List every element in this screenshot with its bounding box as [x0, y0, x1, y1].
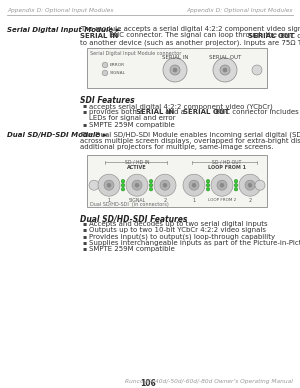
Text: Outputs up to two 10-bit YCbCr 4:2:2 video signals: Outputs up to two 10-bit YCbCr 4:2:2 vid… [89, 227, 266, 234]
Circle shape [163, 183, 167, 187]
Text: LOOP FROM 2: LOOP FROM 2 [208, 198, 236, 202]
Circle shape [163, 58, 187, 82]
Text: LEDs for signal and error: LEDs for signal and error [89, 115, 176, 121]
FancyBboxPatch shape [87, 155, 267, 207]
Text: accepts serial digital 4:2:2 component video (YCbCr): accepts serial digital 4:2:2 component v… [89, 103, 273, 109]
Text: Provides input(s) to output(s) loop-through capability: Provides input(s) to output(s) loop-thro… [89, 234, 275, 240]
Text: ▪: ▪ [82, 227, 86, 232]
Text: ERROR: ERROR [110, 63, 125, 67]
Text: 2: 2 [248, 198, 252, 203]
Text: SMPTE 259M compatible: SMPTE 259M compatible [89, 121, 175, 128]
Circle shape [217, 180, 227, 190]
Circle shape [126, 174, 148, 196]
Text: SERIAL OUT: SERIAL OUT [248, 33, 295, 38]
Circle shape [173, 68, 177, 72]
Circle shape [220, 183, 224, 187]
Circle shape [170, 65, 180, 75]
Circle shape [160, 180, 170, 190]
Circle shape [255, 180, 265, 190]
Circle shape [132, 180, 142, 190]
Text: ▪: ▪ [82, 109, 86, 114]
Text: BNC connector: BNC connector [278, 33, 300, 38]
Text: additional projectors for multiple, same-image screens.: additional projectors for multiple, same… [80, 144, 274, 150]
Text: SMPTE 259M compatible: SMPTE 259M compatible [89, 246, 175, 252]
Circle shape [206, 179, 210, 183]
Text: provides both a: provides both a [89, 109, 146, 115]
Text: ▪: ▪ [82, 221, 86, 226]
Circle shape [121, 179, 125, 183]
Text: Runco VX-40d/-50d/-60d/-80d Owner’s Operating Manual: Runco VX-40d/-50d/-60d/-80d Owner’s Oper… [125, 379, 293, 384]
Circle shape [189, 180, 199, 190]
Text: ▪: ▪ [82, 240, 86, 245]
Text: SERIAL OUT: SERIAL OUT [183, 109, 230, 115]
Circle shape [245, 180, 255, 190]
Text: Accepts and decodes up to two serial digital inputs: Accepts and decodes up to two serial dig… [89, 221, 268, 227]
Circle shape [149, 187, 153, 191]
Circle shape [234, 187, 238, 191]
Circle shape [102, 62, 108, 68]
Circle shape [213, 58, 237, 82]
Circle shape [104, 180, 114, 190]
Circle shape [135, 183, 139, 187]
Text: SERIAL IN: SERIAL IN [136, 109, 175, 115]
Circle shape [220, 65, 230, 75]
Circle shape [121, 187, 125, 191]
Text: SIGNAL: SIGNAL [110, 71, 126, 75]
Text: LOOP FROM 1: LOOP FROM 1 [208, 165, 246, 170]
Circle shape [192, 183, 196, 187]
Circle shape [211, 174, 233, 196]
Text: The module accepts a serial digital 4:2:2 component video signal (YCbCr) via a s: The module accepts a serial digital 4:2:… [80, 26, 300, 33]
Circle shape [149, 179, 153, 183]
Circle shape [154, 174, 176, 196]
Circle shape [107, 183, 111, 187]
Text: BNC connector. The signal can loop through the: BNC connector. The signal can loop throu… [106, 33, 279, 38]
Text: 1: 1 [107, 198, 111, 203]
Circle shape [206, 187, 210, 191]
Circle shape [239, 174, 261, 196]
Circle shape [98, 174, 120, 196]
Text: ▪: ▪ [82, 103, 86, 108]
Text: SD / HD IN: SD / HD IN [125, 159, 149, 164]
Circle shape [223, 68, 227, 72]
Circle shape [102, 70, 108, 76]
Text: 2: 2 [164, 198, 166, 203]
Circle shape [149, 184, 153, 187]
Text: Serial Digital Input Module ►: Serial Digital Input Module ► [7, 27, 121, 33]
Text: BNC connector includes status: BNC connector includes status [213, 109, 300, 115]
Text: SDI Features: SDI Features [80, 96, 135, 105]
Text: SERIAL IN: SERIAL IN [162, 55, 188, 60]
Text: The Dual SD/HD-SDI Module enables incoming serial digital (SD or HD) data to be : The Dual SD/HD-SDI Module enables incomi… [80, 132, 300, 138]
Circle shape [234, 184, 238, 187]
Text: Supplies interchangeable inputs as part of the Picture-in-Picture display: Supplies interchangeable inputs as part … [89, 240, 300, 246]
Circle shape [89, 180, 99, 190]
Text: to another device (such as another projector). Inputs are 75Ω Terminated.: to another device (such as another proje… [80, 39, 300, 45]
Text: and a: and a [163, 109, 187, 115]
Text: ACTIVE: ACTIVE [127, 165, 147, 170]
FancyBboxPatch shape [87, 48, 267, 88]
Text: 106: 106 [140, 379, 156, 388]
Text: ▪: ▪ [82, 246, 86, 251]
Circle shape [121, 184, 125, 187]
Text: 1: 1 [192, 198, 196, 203]
Circle shape [206, 184, 210, 187]
Text: Appendix D: Optional Input Modules: Appendix D: Optional Input Modules [187, 8, 293, 13]
Circle shape [252, 65, 262, 75]
Text: SERIAL IN: SERIAL IN [80, 33, 118, 38]
Text: across multiple screen displays, overlapped for extra-bright displays, or distri: across multiple screen displays, overlap… [80, 138, 300, 144]
Text: Appendix D: Optional Input Modules: Appendix D: Optional Input Modules [7, 8, 113, 13]
Text: SD / HD OUT: SD / HD OUT [212, 159, 242, 164]
Text: ▪: ▪ [82, 121, 86, 126]
Text: SIGNAL: SIGNAL [128, 198, 146, 203]
Text: Dual SD/HD-SDI  (in connectors): Dual SD/HD-SDI (in connectors) [90, 202, 169, 207]
Circle shape [183, 174, 205, 196]
Text: ▪: ▪ [82, 234, 86, 239]
Circle shape [234, 179, 238, 183]
Circle shape [248, 183, 252, 187]
Text: Dual SD/HD-SDI Module ►: Dual SD/HD-SDI Module ► [7, 132, 108, 138]
Text: Serial Digital Input Module connector: Serial Digital Input Module connector [90, 50, 182, 55]
Text: SERIAL OUT: SERIAL OUT [209, 55, 241, 60]
Text: Dual SD/HD-SDI Features: Dual SD/HD-SDI Features [80, 214, 188, 223]
